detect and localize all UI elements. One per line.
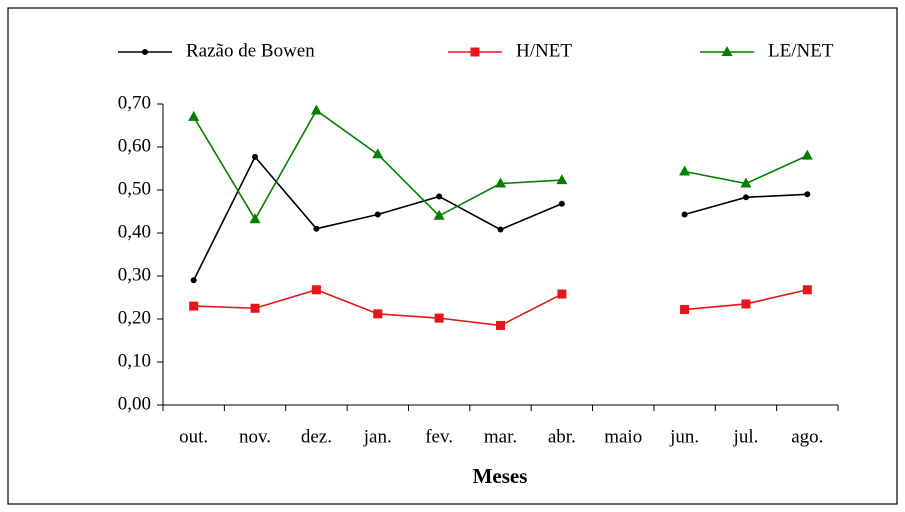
data-point (189, 301, 199, 311)
x-tick-label: jun. (669, 426, 699, 447)
data-point (373, 309, 383, 319)
x-tick-label: jan. (363, 426, 392, 447)
data-point (252, 153, 259, 160)
y-tick-label: 0,50 (118, 178, 151, 199)
x-tick-label: dez. (301, 426, 332, 447)
data-point (741, 299, 751, 309)
data-point (680, 305, 690, 315)
data-point (801, 149, 813, 160)
x-tick-label: ago. (791, 426, 823, 447)
data-point (495, 177, 506, 188)
x-axis-title: Meses (473, 464, 528, 488)
data-point (556, 174, 568, 185)
x-tick-label: nov. (239, 426, 271, 447)
data-point (496, 320, 505, 330)
data-point (249, 213, 261, 224)
data-point (557, 289, 567, 299)
x-tick-label: fev. (425, 426, 453, 447)
data-point (497, 226, 504, 233)
data-point (310, 104, 322, 115)
legend-marker (721, 46, 733, 56)
data-point (434, 313, 444, 323)
y-tick-label: 0,00 (118, 393, 151, 414)
data-point (804, 191, 811, 198)
data-point (311, 285, 321, 295)
y-tick-label: 0,30 (118, 264, 151, 285)
data-point (436, 193, 443, 200)
y-tick-label: 0,40 (118, 221, 151, 242)
data-point (188, 110, 200, 121)
data-point (374, 211, 381, 218)
data-point (558, 200, 565, 207)
data-point (742, 194, 749, 201)
legend-label: Razão de Bowen (186, 40, 315, 61)
data-point (313, 225, 320, 232)
x-tick-label: abr. (548, 426, 576, 447)
data-point (679, 165, 691, 176)
legend-marker (142, 49, 148, 55)
chart-border (7, 7, 898, 505)
x-tick-label: jul. (733, 426, 759, 447)
legend-label: LE/NET (768, 40, 834, 61)
y-tick-label: 0,60 (118, 135, 151, 156)
x-tick-label: out. (179, 426, 208, 447)
legend-marker (470, 47, 480, 57)
y-tick-label: 0,20 (118, 307, 151, 328)
data-point (681, 211, 688, 218)
legend-label: H/NET (516, 40, 572, 61)
x-tick-label: maio (604, 426, 642, 447)
data-point (250, 303, 260, 313)
data-point (740, 177, 752, 188)
y-tick-label: 0,70 (118, 92, 151, 113)
y-tick-label: 0,10 (118, 350, 151, 371)
data-point (433, 209, 445, 220)
data-point (802, 285, 812, 295)
data-point (190, 277, 197, 284)
data-point (372, 148, 384, 159)
x-tick-label: mar. (484, 426, 517, 447)
